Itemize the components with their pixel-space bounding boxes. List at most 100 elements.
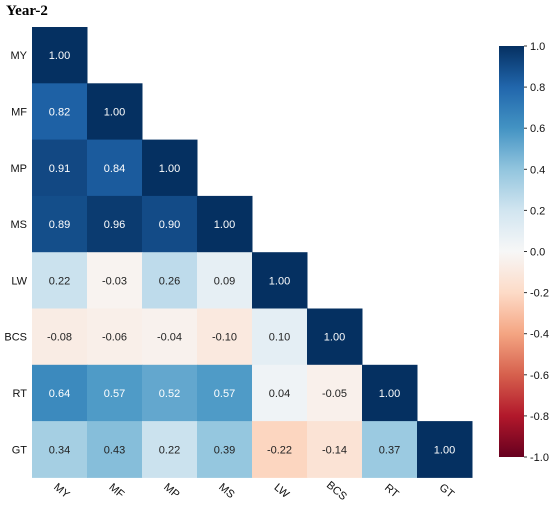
column-label-GT: GT <box>437 482 457 501</box>
cell-value-LW-MY: 0.22 <box>49 275 70 287</box>
cell-value-RT-LW: 0.04 <box>269 388 290 400</box>
cell-value-BCS-MS: -0.10 <box>212 332 237 344</box>
cell-value-MS-MS: 1.00 <box>214 219 235 231</box>
chart-title: Year-2 <box>6 3 48 19</box>
heatmap-cell-BCS-MS <box>197 308 253 366</box>
colorbar-tick-label: -0.4 <box>530 329 549 341</box>
cell-value-LW-MP: 0.26 <box>159 275 180 287</box>
cell-value-BCS-LW: 0.10 <box>269 332 290 344</box>
cell-value-BCS-MF: -0.06 <box>102 332 127 344</box>
cell-value-MP-MP: 1.00 <box>159 163 180 175</box>
row-label-LW: LW <box>11 275 27 287</box>
heatmap-cell-BCS-BCS <box>307 308 363 366</box>
heatmap-cell-MP-MF <box>87 139 143 197</box>
row-labels: MY MF MP MS LW BCS RT GT <box>4 50 27 456</box>
cell-value-GT-MF: 0.43 <box>104 444 125 456</box>
heatmap-cell-RT-RT <box>362 364 418 422</box>
colorbar-tick-label: 0.0 <box>530 247 545 259</box>
colorbar-tick-label: -1.0 <box>530 452 549 464</box>
heatmap-cell-MP-MY <box>32 139 88 197</box>
heatmap-cell-MY-MY <box>32 27 88 84</box>
heatmap-cell-GT-MF <box>87 421 143 478</box>
column-label-RT: RT <box>382 482 401 501</box>
cell-value-GT-GT: 1.00 <box>434 444 455 456</box>
heatmap-cell-MF-MF <box>87 83 143 141</box>
row-label-MP: MP <box>11 163 28 175</box>
heatmap-cell-GT-MS <box>197 421 253 478</box>
heatmap-cell-LW-MF <box>87 252 143 309</box>
cell-value-RT-MY: 0.64 <box>49 388 70 400</box>
heatmap-cell-RT-BCS <box>307 364 363 422</box>
cell-value-BCS-BCS: 1.00 <box>324 332 345 344</box>
colorbar: 1.0 0.8 0.6 0.4 0.2 0.0 -0.2 -0.4 -0.6 -0.8 -1.0 <box>499 41 549 464</box>
heatmap-cell-GT-MP <box>142 421 198 478</box>
heatmap-cells: 1.00 0.82 1.00 0.91 0.84 1.00 0.89 0.96 0.90 1.00… <box>32 27 473 478</box>
column-labels: MY MF MP MS LW BCS RT GT <box>51 479 456 503</box>
heatmap-cell-GT-BCS <box>307 421 363 478</box>
cell-value-LW-MS: 0.09 <box>214 275 235 287</box>
colorbar-tick-label: 0.2 <box>530 205 545 217</box>
cell-value-GT-MS: 0.39 <box>214 444 235 456</box>
heatmap-cell-BCS-MP <box>142 308 198 366</box>
column-label-MY: MY <box>51 481 72 501</box>
heatmap-cell-RT-MP <box>142 364 198 422</box>
heatmap-cell-BCS-LW <box>252 308 308 366</box>
cell-value-RT-MP: 0.52 <box>159 388 180 400</box>
cell-value-GT-MY: 0.34 <box>49 444 70 456</box>
heatmap-cell-MS-MS <box>197 195 253 253</box>
column-label-MF: MF <box>106 481 126 501</box>
heatmap-cell-RT-LW <box>252 364 308 422</box>
cell-value-MY-MY: 1.00 <box>49 50 70 62</box>
column-label-LW: LW <box>272 481 292 501</box>
heatmap-cell-MS-MY <box>32 195 88 253</box>
heatmap-cell-MP-MP <box>142 139 198 197</box>
cell-value-BCS-MY: -0.08 <box>47 332 72 344</box>
cell-value-MS-MP: 0.90 <box>159 219 180 231</box>
cell-value-LW-MF: -0.03 <box>102 275 127 287</box>
cell-value-RT-MF: 0.57 <box>104 388 125 400</box>
colorbar-tick-label: -0.8 <box>530 411 549 423</box>
colorbar-gradient <box>499 46 524 457</box>
row-label-BCS: BCS <box>4 332 27 344</box>
cell-value-RT-RT: 1.00 <box>379 388 400 400</box>
colorbar-tick-label: 1.0 <box>530 41 545 53</box>
heatmap-cell-LW-MY <box>32 252 88 309</box>
cell-value-LW-LW: 1.00 <box>269 275 290 287</box>
heatmap-cell-GT-MY <box>32 421 88 478</box>
cell-value-MS-MY: 0.89 <box>49 219 70 231</box>
cell-value-MP-MF: 0.84 <box>104 163 125 175</box>
column-label-MP: MP <box>161 481 181 501</box>
heatmap-cell-BCS-MY <box>32 308 88 366</box>
heatmap-cell-MS-MF <box>87 195 143 253</box>
row-label-RT: RT <box>13 388 28 400</box>
heatmap-cell-RT-MY <box>32 364 88 422</box>
column-label-MS: MS <box>216 481 236 501</box>
cell-value-GT-BCS: -0.14 <box>322 444 347 456</box>
cell-value-MP-MY: 0.91 <box>49 163 70 175</box>
row-label-MF: MF <box>11 106 27 118</box>
colorbar-tick-label: -0.6 <box>530 370 549 382</box>
cell-value-RT-MS: 0.57 <box>214 388 235 400</box>
heatmap-cell-LW-MP <box>142 252 198 309</box>
cell-value-BCS-MP: -0.04 <box>157 332 182 344</box>
heatmap-cell-MF-MY <box>32 83 88 141</box>
colorbar-tick-label: -0.2 <box>530 288 549 300</box>
row-label-GT: GT <box>12 444 28 456</box>
heatmap-cell-GT-RT <box>362 421 418 478</box>
heatmap-cell-MS-MP <box>142 195 198 253</box>
cell-value-RT-BCS: -0.05 <box>322 388 347 400</box>
heatmap-cell-GT-LW <box>252 421 308 478</box>
cell-value-MS-MF: 0.96 <box>104 219 125 231</box>
column-label-BCS: BCS <box>324 479 349 503</box>
cell-value-MF-MF: 1.00 <box>104 106 125 118</box>
cell-value-GT-RT: 0.37 <box>379 444 400 456</box>
colorbar-tick-label: 0.4 <box>530 164 545 176</box>
cell-value-MF-MY: 0.82 <box>49 106 70 118</box>
cell-value-GT-MP: 0.22 <box>159 444 180 456</box>
row-label-MY: MY <box>11 50 28 62</box>
colorbar-tick-label: 0.8 <box>530 82 545 94</box>
heatmap-cell-GT-GT <box>417 421 473 478</box>
heatmap-cell-BCS-MF <box>87 308 143 366</box>
heatmap-cell-LW-MS <box>197 252 253 309</box>
